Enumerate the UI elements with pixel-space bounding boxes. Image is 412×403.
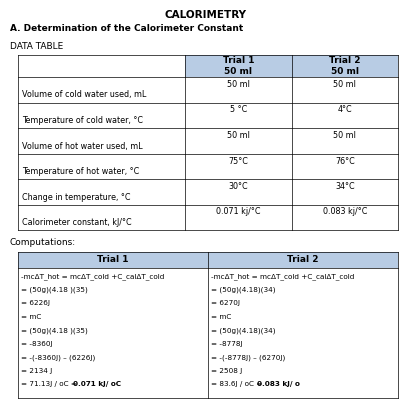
Text: 50 ml: 50 ml [333,131,356,140]
Text: CALORIMETRY: CALORIMETRY [165,10,247,20]
Text: 50 ml: 50 ml [227,131,250,140]
Bar [208,252,398,268]
Text: = mC: = mC [211,314,232,320]
Text: 4°C: 4°C [337,106,352,114]
Bar [18,252,208,268]
Text: = (50g)(4.18)(34): = (50g)(4.18)(34) [211,287,276,293]
Text: Change in temperature, °C: Change in temperature, °C [22,193,131,202]
Text: Calorimeter constant, kJ/°C: Calorimeter constant, kJ/°C [22,218,131,227]
Text: 34°C: 34°C [335,182,355,191]
Text: 50 ml: 50 ml [333,80,356,89]
Text: 0.083 kj/°C: 0.083 kj/°C [323,208,367,216]
Text: = (50g)(4.18 )(35): = (50g)(4.18 )(35) [21,327,88,334]
Text: Volume of cold water used, mL: Volume of cold water used, mL [22,91,146,100]
Text: 0.071 kj/°C: 0.071 kj/°C [216,208,261,216]
Text: Computations:: Computations: [10,238,76,247]
Text: -mcΔT_hot = mcΔT_cold +C_calΔT_cold: -mcΔT_hot = mcΔT_cold +C_calΔT_cold [21,273,164,280]
Text: Trial 1
50 ml: Trial 1 50 ml [222,56,254,76]
Text: 75°C: 75°C [229,156,248,166]
Text: DATA TABLE: DATA TABLE [10,42,63,51]
Text: = 6226J: = 6226J [21,300,50,306]
Text: = mC: = mC [21,314,41,320]
Text: Temperature of cold water, °C: Temperature of cold water, °C [22,116,143,125]
Text: Trial 2
50 ml: Trial 2 50 ml [329,56,360,76]
Text: Trial 1: Trial 1 [97,256,129,264]
Text: = 2134 J: = 2134 J [21,368,52,374]
Text: = 71.13J / oC =: = 71.13J / oC = [21,382,79,387]
Text: Trial 2: Trial 2 [287,256,319,264]
Text: 5 °C: 5 °C [230,106,247,114]
Text: = -(-8360J) – (6226J): = -(-8360J) – (6226J) [21,354,95,361]
Bar [185,55,292,77]
Text: = -8360J: = -8360J [21,341,53,347]
Text: 50 ml: 50 ml [227,80,250,89]
Text: 0.083 kJ/ o: 0.083 kJ/ o [257,382,300,387]
Text: = -8778J: = -8778J [211,341,243,347]
Text: 0.071 kJ/ oC: 0.071 kJ/ oC [73,382,121,387]
Text: = (50g)(4.18)(34): = (50g)(4.18)(34) [211,327,276,334]
Text: = (50g)(4.18 )(35): = (50g)(4.18 )(35) [21,287,88,293]
Text: A. Determination of the Calorimeter Constant: A. Determination of the Calorimeter Cons… [10,24,243,33]
Text: = 2508 J: = 2508 J [211,368,242,374]
Bar [292,55,398,77]
Text: Volume of hot water used, mL: Volume of hot water used, mL [22,141,143,150]
Text: 30°C: 30°C [229,182,248,191]
Text: = 6270J: = 6270J [211,300,240,306]
Text: Temperature of hot water, °C: Temperature of hot water, °C [22,167,139,176]
Text: -mcΔT_hot = mcΔT_cold +C_calΔT_cold: -mcΔT_hot = mcΔT_cold +C_calΔT_cold [211,273,354,280]
Text: = -(-8778J) – (6270J): = -(-8778J) – (6270J) [211,354,285,361]
Text: = 83.6J / oC =: = 83.6J / oC = [211,382,265,387]
Text: 76°C: 76°C [335,156,355,166]
